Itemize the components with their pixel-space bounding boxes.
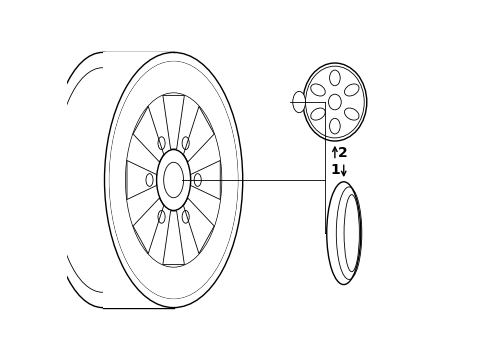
Ellipse shape: [326, 182, 360, 284]
Ellipse shape: [292, 91, 305, 113]
Text: 1: 1: [329, 163, 339, 177]
Ellipse shape: [125, 93, 221, 267]
Ellipse shape: [303, 63, 366, 141]
Text: 2: 2: [338, 146, 347, 160]
Polygon shape: [102, 53, 173, 307]
Ellipse shape: [109, 61, 237, 299]
